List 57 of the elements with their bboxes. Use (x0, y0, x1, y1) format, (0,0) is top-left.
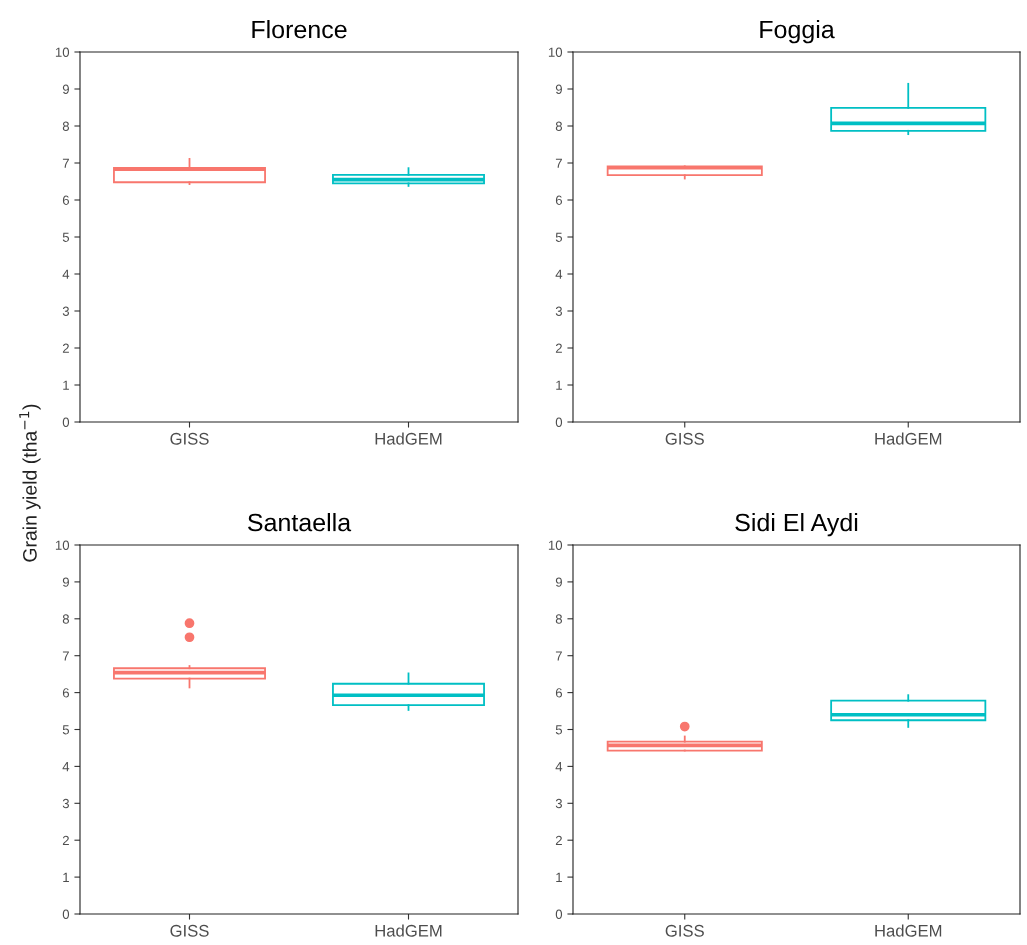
y-tick-label: 5 (555, 725, 563, 735)
y-tick-label: 6 (555, 688, 562, 698)
y-tick-label: 2 (555, 835, 562, 845)
x-tick-label: GISS (170, 432, 209, 445)
y-tick-label: 5 (62, 725, 70, 735)
y-tick-label: 9 (62, 577, 69, 587)
y-tick-label: 6 (62, 195, 69, 205)
y-tick-label: 6 (62, 688, 69, 698)
y-tick-label: 1 (556, 872, 562, 882)
x-tick-label: HadGEM (875, 432, 942, 445)
x-tick-label: HadGEM (375, 432, 442, 445)
y-tick-label: 0 (555, 909, 563, 919)
y-tick-label: 7 (555, 158, 562, 168)
y-tick-label: 8 (555, 121, 563, 131)
x-tick-label: GISS (170, 924, 209, 937)
y-tick-label: 8 (62, 614, 70, 624)
y-tick-label: 10 (55, 47, 70, 57)
y-tick-label: 3 (62, 306, 69, 316)
y-tick-label: 10 (548, 47, 563, 57)
y-tick-label: 8 (555, 614, 563, 624)
y-tick-label: 4 (62, 762, 70, 772)
y-tick-label: 4 (555, 269, 563, 279)
y-tick-label: 2 (62, 835, 69, 845)
chart-title: Foggia (760, 19, 835, 44)
y-tick-label: 0 (62, 909, 70, 919)
y-tick-label: 1 (63, 380, 69, 390)
y-tick-label: 0 (62, 417, 70, 427)
y-tick-label: 7 (62, 158, 69, 168)
y-tick-label: 9 (62, 84, 69, 94)
y-tick-label: 7 (555, 651, 562, 661)
y-tick-label: 4 (555, 762, 563, 772)
y-tick-label: 3 (555, 306, 562, 316)
y-tick-label: 1 (556, 380, 562, 390)
y-tick-label: 0 (555, 417, 563, 427)
y-tick-label: 5 (62, 232, 70, 242)
y-tick-label: 10 (55, 540, 70, 550)
y-tick-label: 7 (62, 651, 69, 661)
y-tick-label: 4 (62, 269, 70, 279)
y-tick-label: 2 (62, 343, 69, 353)
y-tick-label: 9 (555, 84, 562, 94)
y-tick-label: 3 (555, 798, 562, 809)
y-tick-label: 8 (62, 121, 70, 131)
y-axis-title: Grain yield (tha$^{−1}$) (19, 404, 41, 562)
chart-title: Florence (252, 19, 347, 39)
x-tick-label: GISS (665, 432, 704, 445)
x-tick-label: HadGEM (875, 924, 942, 937)
x-tick-label: GISS (665, 924, 704, 937)
y-tick-label: 1 (63, 872, 69, 882)
y-tick-label: 6 (555, 195, 562, 205)
y-tick-label: 2 (555, 343, 562, 353)
y-tick-label: 3 (62, 798, 69, 809)
x-tick-label: HadGEM (375, 924, 442, 937)
y-tick-label: 9 (555, 577, 562, 587)
y-tick-label: 5 (555, 232, 563, 242)
y-tick-label: 10 (548, 540, 563, 550)
chart-title: Sidi El Aydi (735, 512, 858, 537)
chart-title: Santaella (248, 512, 352, 532)
